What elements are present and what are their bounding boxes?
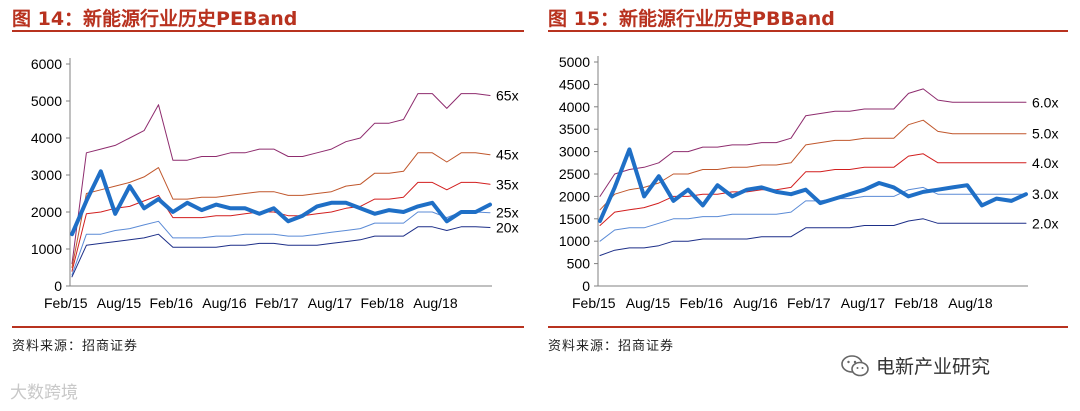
y-tick-label: 3500 bbox=[559, 121, 590, 137]
band-line bbox=[599, 186, 1027, 242]
watermark-left: 大数跨境 bbox=[10, 383, 78, 403]
x-tick-label: Feb/17 bbox=[255, 295, 299, 311]
wechat-account-name: 电新产业研究 bbox=[876, 356, 991, 378]
series-label: 6.0x bbox=[1032, 94, 1058, 110]
series-label: 20x bbox=[496, 220, 519, 236]
wechat-icon bbox=[841, 354, 869, 376]
x-tick-label: Aug/16 bbox=[733, 295, 778, 311]
band-line bbox=[599, 153, 1027, 226]
x-tick-label: Aug/16 bbox=[202, 295, 247, 311]
index-line bbox=[598, 147, 1028, 223]
source-divider bbox=[548, 326, 1068, 328]
y-tick-label: 4000 bbox=[559, 99, 590, 115]
x-tick-label: Feb/15 bbox=[44, 295, 88, 311]
pe-band-chart: 0 1000 2000 3000 4000 5000 6000 Feb/15 Aug/15 Feb… bbox=[31, 56, 519, 311]
x-tick-label: Feb/18 bbox=[361, 295, 405, 311]
y-tick-label: 2000 bbox=[559, 188, 590, 204]
y-tick-label: 1000 bbox=[31, 241, 62, 257]
series-label: 5.0x bbox=[1032, 126, 1058, 142]
x-tick-label: Feb/16 bbox=[680, 295, 724, 311]
title-divider bbox=[548, 30, 1068, 32]
series-label: 2.0x bbox=[1032, 215, 1058, 231]
x-tick-label: Feb/17 bbox=[787, 295, 831, 311]
y-tick-label: 3000 bbox=[559, 144, 590, 160]
y-tick-label: 1500 bbox=[559, 211, 590, 227]
x-tick-label: Aug/18 bbox=[948, 295, 993, 311]
band-line bbox=[71, 211, 491, 276]
band-line bbox=[599, 119, 1027, 211]
y-tick-label: 500 bbox=[567, 256, 591, 272]
x-tick-label: Aug/15 bbox=[626, 295, 671, 311]
series-label: 45x bbox=[496, 147, 519, 163]
y-tick-label: 0 bbox=[54, 278, 62, 294]
band-line bbox=[71, 152, 491, 268]
figure-title: 图 15：新能源行业历史PBBand bbox=[548, 8, 835, 30]
x-tick-label: Feb/15 bbox=[572, 295, 616, 311]
y-tick-label: 6000 bbox=[31, 56, 62, 72]
index-line bbox=[70, 169, 492, 237]
series-label: 3.0x bbox=[1032, 186, 1058, 202]
band-line bbox=[599, 218, 1027, 256]
y-tick-label: 4000 bbox=[31, 130, 62, 146]
y-tick-label: 0 bbox=[582, 278, 590, 294]
band-line bbox=[599, 88, 1027, 197]
x-tick-label: Feb/16 bbox=[150, 295, 194, 311]
y-tick-label: 4500 bbox=[559, 76, 590, 92]
pb-band-chart: 0 500 1000 1500 2000 2500 3000 3500 4000 4500 5000… bbox=[559, 54, 1059, 311]
y-tick-label: 2500 bbox=[559, 166, 590, 182]
y-tick-label: 1000 bbox=[559, 233, 590, 249]
source-note: 资料来源：招商证券 bbox=[548, 339, 675, 354]
source-note: 资料来源：招商证券 bbox=[12, 339, 139, 354]
y-tick-label: 3000 bbox=[31, 167, 62, 183]
chart-panel-pb: 图 15：新能源行业历史PBBand 0 500 1000 1500 2000 2500 3… bbox=[548, 0, 1068, 360]
series-label: 35x bbox=[496, 176, 519, 192]
x-tick-label: Feb/18 bbox=[895, 295, 939, 311]
figure-title: 图 14：新能源行业历史PEBand bbox=[12, 8, 298, 30]
band-line bbox=[71, 226, 491, 278]
band-line bbox=[71, 93, 491, 265]
source-divider bbox=[12, 326, 524, 328]
x-tick-label: Aug/15 bbox=[97, 295, 142, 311]
y-tick-label: 5000 bbox=[559, 54, 590, 70]
series-label: 65x bbox=[496, 87, 519, 103]
x-tick-label: Aug/17 bbox=[841, 295, 886, 311]
x-tick-label: Aug/18 bbox=[413, 295, 458, 311]
title-divider bbox=[12, 30, 524, 32]
chart-panel-pe: 图 14：新能源行业历史PEBand 0 1000 2000 3000 4000 5000… bbox=[12, 0, 524, 360]
wechat-account: 电新产业研究 bbox=[840, 352, 990, 379]
series-label: 25x bbox=[496, 205, 519, 221]
series-label: 4.0x bbox=[1032, 155, 1058, 171]
y-tick-label: 5000 bbox=[31, 93, 62, 109]
x-tick-label: Aug/17 bbox=[308, 295, 353, 311]
y-tick-label: 2000 bbox=[31, 204, 62, 220]
